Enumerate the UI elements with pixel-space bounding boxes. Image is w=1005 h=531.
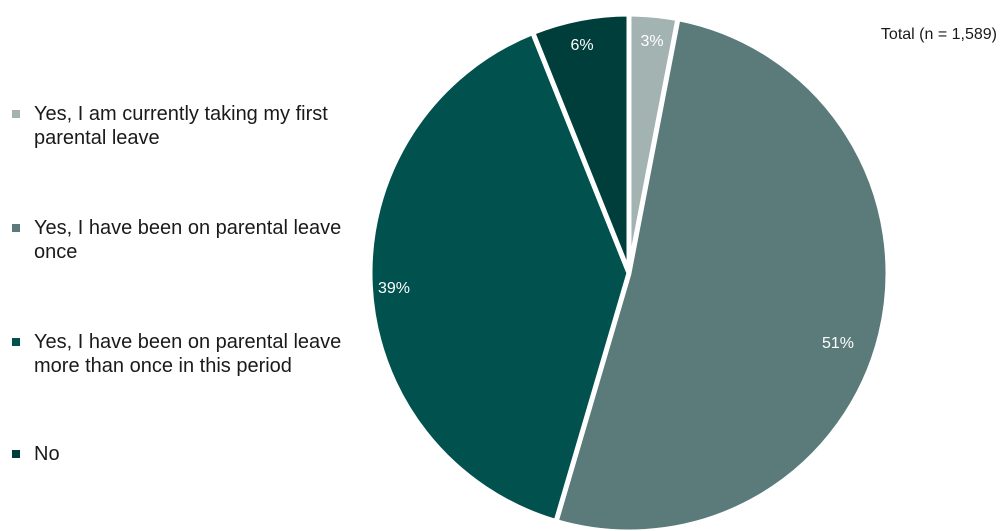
legend-label: Yes, I have been on parental leave once bbox=[34, 217, 342, 263]
legend-swatch bbox=[12, 450, 20, 458]
legend: Yes, I am currently taking my first pare… bbox=[0, 0, 360, 531]
legend-item: No bbox=[12, 442, 352, 466]
slice-value-label: 51% bbox=[822, 335, 854, 352]
legend-item: Yes, I am currently taking my first pare… bbox=[12, 102, 352, 150]
total-annotation: Total (n = 1,589) bbox=[880, 26, 997, 43]
slice-value-label: 3% bbox=[640, 33, 663, 50]
legend-label: Yes, I am currently taking my first pare… bbox=[34, 103, 328, 149]
slice-value-label: 6% bbox=[570, 37, 593, 54]
slice-value-label: 39% bbox=[378, 280, 410, 297]
pie-slice bbox=[367, 30, 632, 525]
legend-label: No bbox=[34, 443, 60, 465]
pie-slice bbox=[530, 11, 632, 276]
legend-swatch bbox=[12, 110, 20, 118]
pie-slices bbox=[367, 11, 891, 531]
legend-swatch bbox=[12, 224, 20, 232]
pie-slice bbox=[553, 16, 891, 531]
pie-labels: 3% 51% 39% 6% bbox=[378, 33, 854, 352]
legend-item: Yes, I have been on parental leave more … bbox=[12, 330, 352, 378]
legend-item: Yes, I have been on parental leave once bbox=[12, 216, 352, 264]
legend-label: Yes, I have been on parental leave more … bbox=[34, 331, 342, 377]
legend-swatch bbox=[12, 338, 20, 346]
